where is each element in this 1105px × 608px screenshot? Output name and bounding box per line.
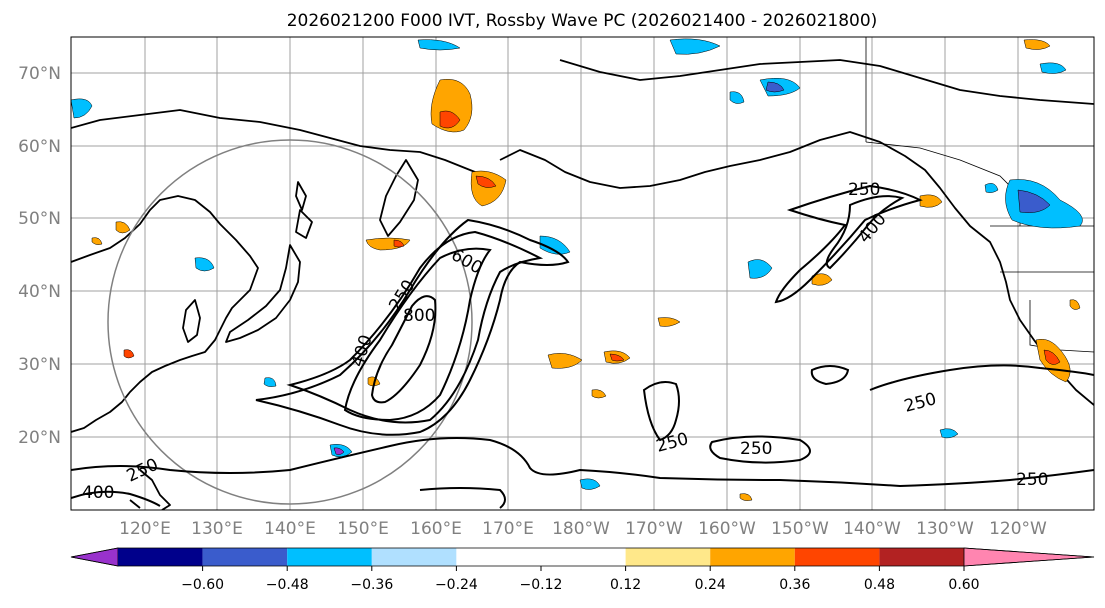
colorbar-over-arrow xyxy=(963,547,1095,567)
ivt-contour-400-main xyxy=(286,230,544,424)
longitude-labels: 120°E 130°E 140°E 150°E 160°E 170°E 180°… xyxy=(119,519,1047,539)
colorbar-segment-3 xyxy=(287,548,372,566)
colorbar-tick-4: −0.24 xyxy=(435,577,478,593)
coastlines xyxy=(71,59,1094,510)
rossby-wave-circle xyxy=(107,139,473,505)
colorbar-segment-1 xyxy=(118,548,203,566)
ivt-contour-250-south1 xyxy=(642,381,680,442)
colorbar-segment-6 xyxy=(541,548,626,566)
lon-label-180w: 180°W xyxy=(552,519,610,539)
colorbar-segment-8 xyxy=(710,548,795,566)
ivt-contour-800-main xyxy=(370,295,437,404)
colorbar-under-arrow xyxy=(70,547,119,567)
ivt-contour-250-east xyxy=(774,184,923,304)
colorbar-tick-10: 0.60 xyxy=(948,577,979,593)
lat-label-40: 40°N xyxy=(18,282,61,302)
colorbar-outline xyxy=(70,547,1095,567)
lon-label-150w: 150°W xyxy=(771,519,829,539)
lon-label-130e: 130°E xyxy=(191,519,243,539)
kamchatka-coastline xyxy=(379,159,419,237)
lon-label-160w: 160°W xyxy=(698,519,756,539)
positive-anomaly-patches xyxy=(91,39,1081,501)
ivt-contour-400-bottom xyxy=(71,490,161,507)
lon-label-140e: 140°E xyxy=(264,519,316,539)
colorbar-segment-10 xyxy=(879,548,964,566)
map-background xyxy=(71,37,1094,510)
ivt-contours xyxy=(71,184,1094,509)
lon-label-170w: 170°W xyxy=(625,519,683,539)
lat-label-30: 30°N xyxy=(18,355,61,375)
ivt-contour-250-bottom xyxy=(71,437,1094,488)
colorbar-segment-2 xyxy=(202,548,288,566)
asia-coastline xyxy=(71,195,259,433)
contour-label-800-a: 800 xyxy=(403,306,435,326)
colorbar-tick-7: 0.24 xyxy=(695,577,726,593)
arctic-coastline xyxy=(559,59,1094,105)
ivt-contour-400-east xyxy=(825,195,905,270)
colorbar-tick-2: −0.48 xyxy=(266,577,309,593)
contour-label-400-c: 400 xyxy=(82,483,114,503)
lon-label-120w: 120°W xyxy=(989,519,1047,539)
colorbar: −0.60 −0.48 −0.36 −0.24 −0.12 0.12 0.24 … xyxy=(70,547,1095,593)
colorbar-ticks xyxy=(202,566,965,571)
lon-label-130w: 130°W xyxy=(916,519,974,539)
ivt-contour-400-bottom2 xyxy=(419,487,506,509)
lon-label-140w: 140°W xyxy=(843,519,901,539)
ivt-contour-600-main xyxy=(343,247,492,422)
colorbar-segment-5 xyxy=(456,548,541,566)
hokkaido-coastline xyxy=(295,209,313,239)
lon-label-170e: 170°E xyxy=(482,519,534,539)
colorbar-tick-3: −0.36 xyxy=(350,577,393,593)
colorbar-tick-1: −0.60 xyxy=(181,577,224,593)
siberia-coastline xyxy=(71,109,501,183)
korea-coastline xyxy=(182,299,201,343)
alaska-coastline xyxy=(499,131,1094,406)
contour-label-250-d: 250 xyxy=(740,439,772,459)
lat-label-60: 60°N xyxy=(18,137,61,157)
japan-coastline xyxy=(225,244,301,343)
colorbar-tick-5: −0.12 xyxy=(520,577,563,593)
ivt-contour-250-south2 xyxy=(709,435,811,464)
ivt-contour-250-east-south xyxy=(869,364,1094,391)
ivt-contour-250-main xyxy=(255,218,570,436)
philippines-coastline xyxy=(129,469,171,510)
colorbar-tick-9: 0.48 xyxy=(864,577,895,593)
colorbar-segment-9 xyxy=(794,548,880,566)
contour-label-250-f: 250 xyxy=(1016,470,1048,490)
lat-label-70: 70°N xyxy=(18,64,61,84)
negative-anomaly-patches xyxy=(71,38,1083,490)
lat-label-50: 50°N xyxy=(18,209,61,229)
lon-label-150e: 150°E xyxy=(337,519,389,539)
map-frame xyxy=(70,36,1095,511)
latitude-labels: 70°N 60°N 50°N 40°N 30°N 20°N xyxy=(18,64,61,448)
colorbar-tick-6: 0.12 xyxy=(610,577,641,593)
contour-label-250-b: 250 xyxy=(848,180,880,200)
colorbar-segment-7 xyxy=(625,548,711,566)
colorbar-segment-4 xyxy=(371,548,457,566)
sakhalin-coastline xyxy=(295,181,307,211)
ivt-contour-250-southeast xyxy=(810,365,850,386)
colorbar-tick-8: 0.36 xyxy=(779,577,810,593)
lon-label-120e: 120°E xyxy=(119,519,171,539)
colorbar-tick-labels: −0.60 −0.48 −0.36 −0.24 −0.12 0.12 0.24 … xyxy=(181,577,979,593)
lon-label-160e: 160°E xyxy=(410,519,462,539)
map-title: 2026021200 F000 IVT, Rossby Wave PC (202… xyxy=(287,11,878,31)
lat-label-20: 20°N xyxy=(18,428,61,448)
